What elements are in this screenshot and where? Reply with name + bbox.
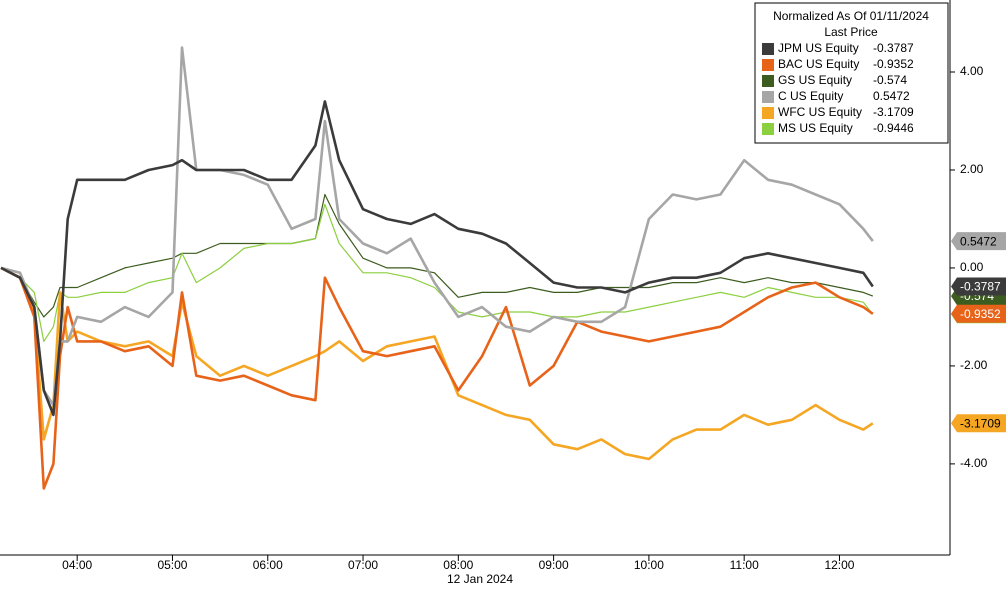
y-tick-label: -4.00: [960, 456, 988, 470]
legend-swatch: [762, 91, 774, 103]
last-value-label: 0.5472: [960, 234, 997, 248]
legend-swatch: [762, 123, 774, 135]
legend-label: BAC US Equity: [778, 57, 859, 71]
legend-swatch: [762, 43, 774, 55]
x-tick-label: 06:00: [253, 558, 283, 572]
legend-value: -3.1709: [873, 105, 914, 119]
legend-label: C US Equity: [778, 89, 843, 103]
y-tick-label: 0.00: [960, 260, 984, 274]
last-value-label: -0.3787: [960, 280, 1001, 294]
legend-value: 0.5472: [873, 89, 910, 103]
legend-title: Normalized As Of 01/11/2024: [773, 9, 929, 23]
last-value-tag: [951, 232, 1006, 251]
x-tick-label: 07:00: [348, 558, 378, 572]
legend-value: -0.9446: [873, 121, 914, 135]
last-value-label: -0.9352: [960, 307, 1001, 321]
legend-box: [754, 2, 949, 144]
y-tick-label: -2.00: [960, 358, 988, 372]
x-tick-label: 08:00: [443, 558, 473, 572]
last-value-tag: [951, 277, 1006, 296]
series-line: [0, 266, 874, 490]
last-value-tag: [951, 414, 1006, 433]
x-tick-label: 04:00: [62, 558, 92, 572]
legend-value: -0.3787: [873, 41, 914, 55]
legend: Normalized As Of 01/11/2024 Last Price JPM…: [754, 2, 949, 144]
legend-value: -0.9352: [873, 57, 914, 71]
legend-label: MS US Equity: [778, 121, 853, 135]
legend-value: -0.574: [873, 73, 907, 87]
series-line: [0, 46, 874, 407]
legend-swatch: [762, 75, 774, 87]
y-tick-label: 4.00: [960, 64, 984, 78]
last-value-tag: [951, 304, 1006, 323]
legend-subtitle: Last Price: [824, 25, 878, 39]
x-tick-label: 05:00: [157, 558, 187, 572]
x-tick-label: 12:00: [824, 558, 854, 572]
series-line: [0, 193, 874, 318]
legend-swatch: [762, 107, 774, 119]
legend-label: GS US Equity: [778, 73, 852, 87]
x-tick-label: 11:00: [730, 558, 759, 572]
legend-label: JPM US Equity: [778, 41, 859, 55]
series-line: [0, 100, 874, 417]
legend-label: WFC US Equity: [778, 105, 862, 119]
x-tick-label: 10:00: [634, 558, 664, 572]
last-value-label: -3.1709: [960, 416, 1001, 430]
x-axis-label: 12 Jan 2024: [447, 572, 513, 586]
series-line: [0, 203, 874, 342]
x-tick-label: 09:00: [539, 558, 569, 572]
legend-swatch: [762, 59, 774, 71]
y-tick-label: 2.00: [960, 162, 984, 176]
